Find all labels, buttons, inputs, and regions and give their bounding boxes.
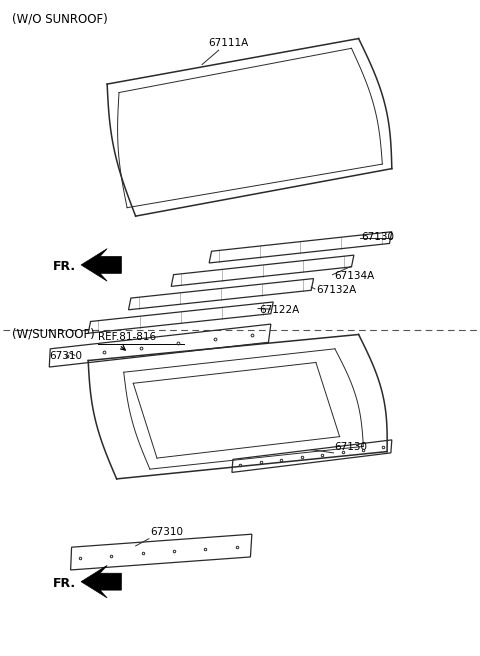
Text: FR.: FR. [53,260,76,274]
Text: 67130: 67130 [334,441,367,451]
Text: 67134A: 67134A [334,271,374,281]
Text: (W/O SUNROOF): (W/O SUNROOF) [12,12,108,26]
Text: 67310: 67310 [49,351,82,361]
Polygon shape [81,249,121,281]
Text: (W/SUNROOF): (W/SUNROOF) [12,328,95,341]
Text: 67130: 67130 [361,232,394,242]
Text: 67122A: 67122A [259,305,299,315]
Text: 67310: 67310 [150,527,183,537]
Text: 67111A: 67111A [208,38,248,49]
Text: 67132A: 67132A [316,285,356,295]
Text: REF.81-816: REF.81-816 [97,333,156,342]
Text: FR.: FR. [53,577,76,590]
Polygon shape [81,565,121,598]
